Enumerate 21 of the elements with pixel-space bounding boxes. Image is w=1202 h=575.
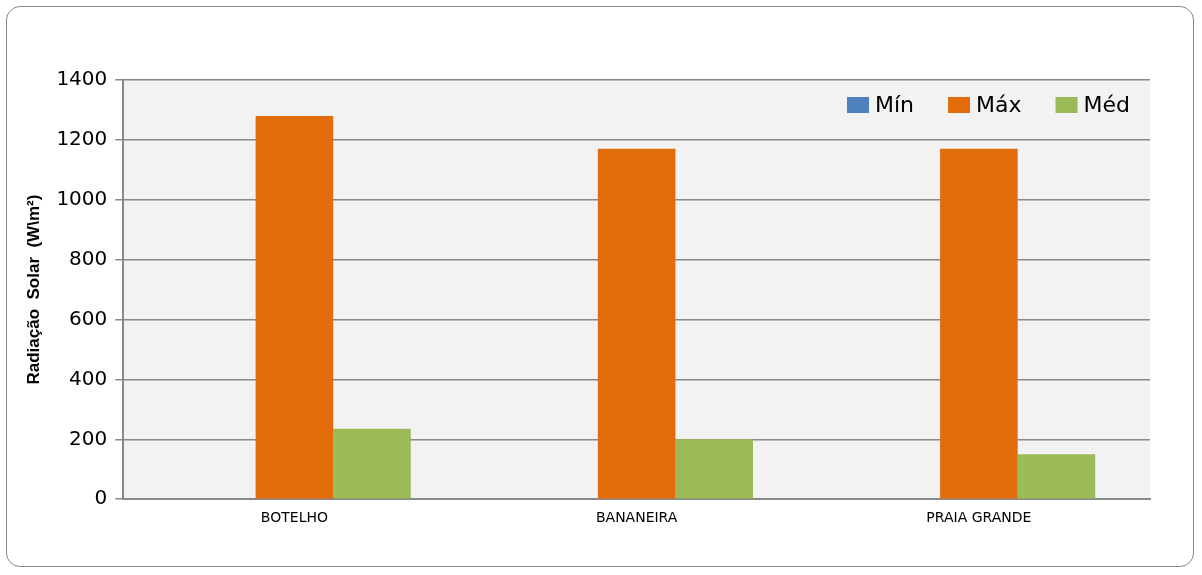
x-tick-label: BANANEIRA [595,509,678,526]
bar [597,148,676,499]
x-tick-label: PRAIA GRANDE [926,509,1032,526]
bar [255,115,334,499]
y-tick-label: 0 [94,485,108,510]
x-tick-label: BOTELHO [260,509,328,526]
bar [675,439,754,499]
legend-label: Máx [976,91,1022,117]
y-tick-label: 200 [69,425,108,450]
legend-label: Méd [1083,91,1130,117]
bar [333,428,411,499]
y-tick-label: 1400 [56,66,108,91]
y-tick-label: 600 [69,305,108,330]
bar [1017,454,1096,499]
y-tick-label: 1000 [56,185,108,210]
y-tick-label: 800 [69,245,108,270]
y-tick-label: 1200 [56,126,108,151]
bar [940,148,1018,499]
legend-label: Mín [875,91,915,117]
y-tick-label: 400 [69,365,108,390]
y-axis-title: Radiação Solar (W\m²) [23,194,43,385]
